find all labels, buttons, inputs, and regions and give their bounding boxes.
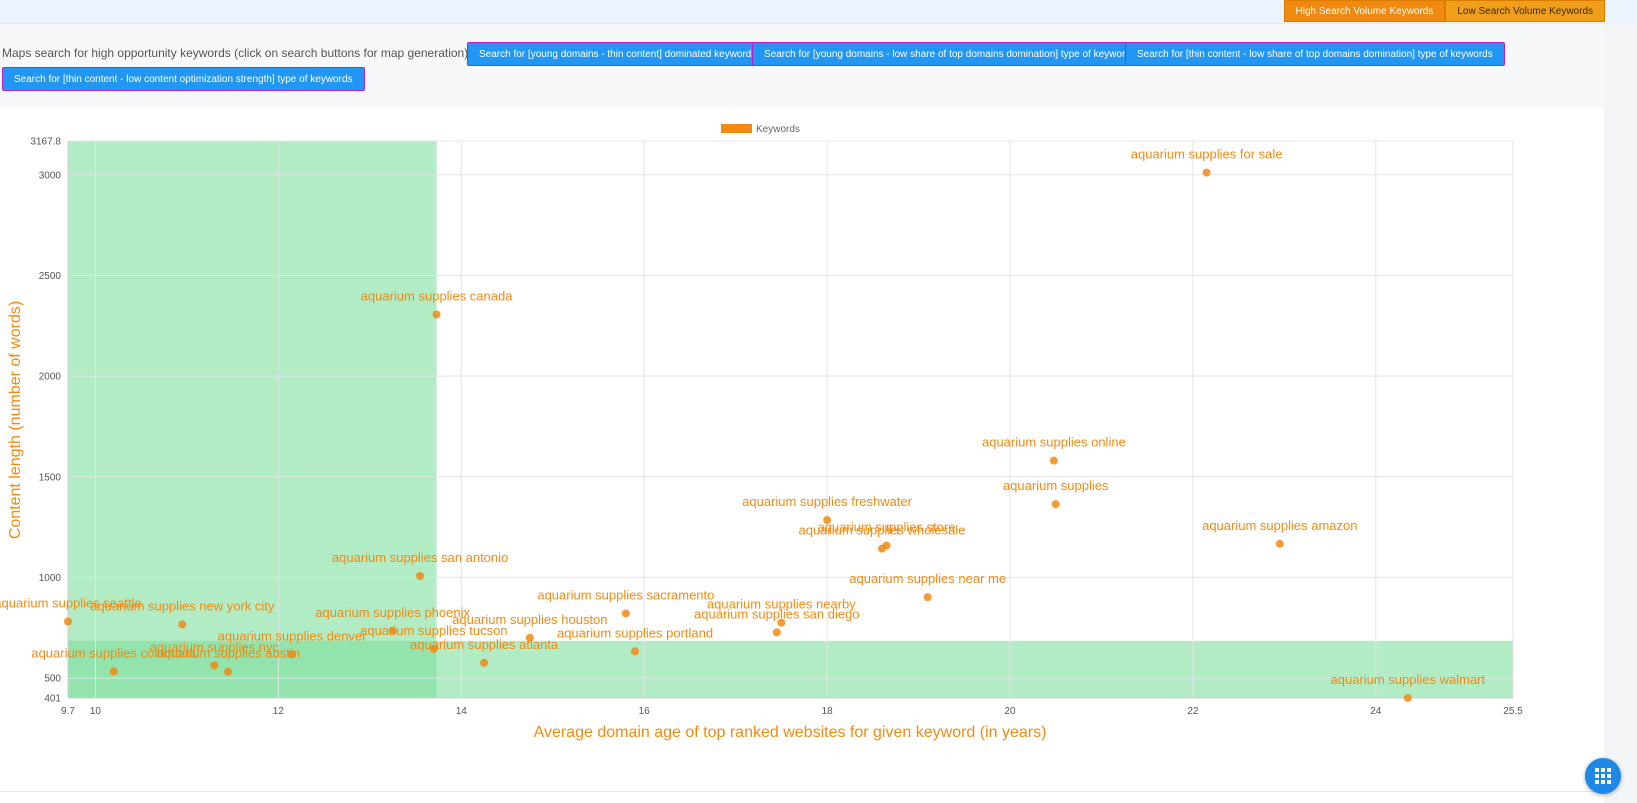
map-search-description: Maps search for high opportunity keyword…: [2, 46, 469, 60]
x-tick-label: 12: [273, 706, 285, 717]
y-tick-label: 1000: [39, 573, 62, 584]
search-thin-content-low-optimization-button[interactable]: Search for [thin content - low content o…: [2, 67, 365, 91]
keyword-point-label: aquarium supplies for sale: [1131, 147, 1283, 162]
keyword-point: [777, 618, 786, 627]
keyword-point-label: aquarium supplies san diego: [694, 606, 860, 621]
apps-menu-button[interactable]: [1585, 758, 1621, 794]
keyword-point: [64, 617, 72, 626]
footer-divider: [0, 791, 1604, 792]
keyword-point-label: aquarium supplies walmart: [1331, 672, 1486, 687]
x-tick-label: 16: [639, 706, 651, 717]
keyword-point: [288, 650, 297, 659]
x-tick-label: 24: [1370, 706, 1382, 717]
keyword-point-label: aquarium supplies atlanta: [410, 637, 559, 652]
keyword-point-label: aquarium supplies canada: [361, 288, 514, 303]
keyword-point-label: aquarium supplies seattle: [0, 596, 142, 611]
keyword-point-label: aquarium supplies tucson: [360, 623, 507, 638]
keyword-point-label: aquarium supplies amazon: [1202, 518, 1357, 533]
keyword-point: [923, 593, 932, 602]
keyword-point-label: aquarium supplies wholesale: [798, 523, 965, 538]
keyword-point: [109, 667, 118, 676]
chart-container: 9.7 10 12 14 16 18 20 22 24 25.5 401 500 1000 1500 200…: [0, 108, 1604, 791]
keyword-point: [416, 572, 425, 581]
keyword-point: [432, 310, 441, 319]
keyword-point: [631, 647, 640, 656]
keyword-point: [1275, 539, 1284, 548]
keyword-point-label: aquarium supplies austin: [156, 646, 300, 661]
keyword-point: [210, 661, 219, 670]
keyword-point: [823, 516, 832, 525]
opportunity-zone-0: [68, 141, 437, 698]
keyword-point-label: aquarium supplies freshwater: [742, 494, 912, 509]
opportunity-zone-1: [68, 640, 1513, 698]
keyword-point-label: aquarium supplies: [1003, 478, 1109, 493]
keyword-point: [224, 667, 233, 676]
keyword-point-label: aquarium supplies new york city: [90, 598, 275, 613]
x-tick-label: 9.7: [61, 706, 75, 717]
x-tick-label: 10: [90, 706, 102, 717]
y-tick-label: 1500: [39, 472, 62, 483]
search-thin-content-low-share-button[interactable]: Search for [thin content - low share of …: [1125, 42, 1505, 66]
y-axis-title: Content length (number of words): [7, 301, 24, 539]
keyword-point: [388, 626, 397, 635]
page-scroll-edge: [1604, 23, 1637, 803]
keyword-point: [178, 620, 187, 629]
grid-icon: [1595, 768, 1611, 784]
keyword-point-label: aquarium supplies portland: [557, 625, 713, 640]
y-tick-label: 3000: [39, 170, 62, 181]
search-young-domains-thin-content-button[interactable]: Search for [young domains - thin content…: [467, 42, 769, 66]
legend-label: Keywords: [756, 124, 800, 135]
y-tick-label: 2000: [39, 372, 62, 383]
keyword-point: [525, 633, 534, 642]
keyword-point: [772, 628, 781, 637]
keyword-point: [1202, 168, 1211, 177]
keyword-point-label: aquarium supplies online: [982, 435, 1126, 450]
x-axis-title: Average domain age of top ranked website…: [534, 724, 1047, 741]
keyword-point-label: aquarium supplies nyc: [150, 639, 280, 654]
y-tick-label: 401: [44, 694, 61, 705]
keyword-point-label: aquarium supplies sacramento: [537, 587, 714, 602]
chart-legend: Keywords: [721, 124, 800, 135]
keyword-opportunity-scatter-chart: 9.7 10 12 14 16 18 20 22 24 25.5 401 500 1000 1500 200…: [0, 124, 1523, 741]
keyword-point-label: aquarium supplies columbus: [31, 645, 196, 660]
low-search-volume-button[interactable]: Low Search Volume Keywords: [1445, 0, 1605, 22]
search-young-domains-low-share-button[interactable]: Search for [young domains - low share of…: [752, 42, 1148, 66]
keyword-point-label: aquarium supplies near me: [849, 571, 1006, 586]
legend-swatch: [721, 124, 752, 133]
keyword-point-label: aquarium supplies nearby: [707, 597, 856, 612]
x-tick-label: 20: [1004, 706, 1016, 717]
keyword-point: [621, 609, 630, 618]
high-search-volume-button[interactable]: High Search Volume Keywords: [1283, 0, 1446, 22]
keyword-point-label: aquarium supplies phoenix: [315, 605, 470, 620]
x-tick-label: 25.5: [1503, 706, 1523, 717]
keyword-point: [1051, 500, 1060, 509]
keyword-point: [480, 658, 489, 667]
map-search-toolbar: Maps search for high opportunity keyword…: [0, 24, 1604, 109]
keyword-point: [1403, 694, 1412, 702]
keyword-point: [429, 644, 438, 653]
search-volume-toggle: High Search Volume Keywords Low Search V…: [1283, 0, 1605, 22]
top-bar: High Search Volume Keywords Low Search V…: [0, 0, 1637, 24]
x-tick-label: 14: [456, 706, 468, 717]
keyword-point: [1049, 456, 1058, 465]
keyword-point-label: aquarium supplies houston: [452, 612, 607, 627]
keyword-point: [877, 544, 886, 553]
y-tick-label: 500: [44, 674, 61, 685]
x-tick-label: 18: [822, 706, 834, 717]
y-tick-label: 2500: [39, 271, 62, 282]
y-tick-label: 3167.8: [30, 137, 61, 148]
keyword-point-label: aquarium supplies san antonio: [332, 550, 508, 565]
keyword-point-label: aquarium supplies denver: [218, 628, 368, 643]
keyword-point-label: aquarium supplies store: [818, 520, 956, 535]
x-tick-label: 22: [1187, 706, 1199, 717]
